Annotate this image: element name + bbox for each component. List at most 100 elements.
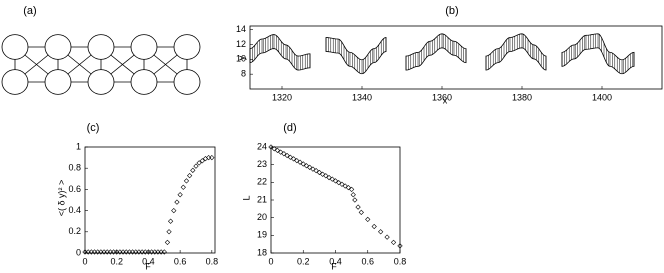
x-tick-label: 1320 bbox=[272, 92, 292, 102]
x-tick-label: 0.4 bbox=[329, 256, 342, 266]
y-tick-label: 22 bbox=[257, 177, 267, 187]
point bbox=[161, 249, 167, 255]
point bbox=[174, 199, 180, 205]
point bbox=[123, 249, 129, 255]
node bbox=[1, 34, 29, 60]
point bbox=[196, 160, 202, 166]
point bbox=[187, 172, 193, 179]
point bbox=[352, 197, 358, 203]
node bbox=[87, 69, 115, 95]
x-tick-label: 0 bbox=[82, 256, 87, 266]
y-tick-label: 20 bbox=[257, 212, 267, 222]
point bbox=[129, 249, 136, 255]
point bbox=[319, 171, 326, 177]
point bbox=[126, 249, 133, 255]
point bbox=[358, 209, 364, 215]
y-tick-label: 14 bbox=[236, 24, 246, 34]
plot-frame bbox=[84, 146, 216, 254]
node bbox=[130, 34, 158, 60]
ribbon-outline bbox=[405, 33, 467, 71]
x-axis-label: x bbox=[443, 95, 448, 105]
y-tick-label: 0 bbox=[76, 247, 81, 257]
point bbox=[297, 159, 303, 165]
point bbox=[350, 192, 356, 198]
point bbox=[177, 192, 183, 198]
x-tick-label: 0.2 bbox=[297, 256, 310, 266]
y-tick-label: 10 bbox=[236, 54, 246, 64]
y-tick-label: 1 bbox=[76, 141, 81, 151]
x-tick-label: 1400 bbox=[592, 92, 612, 102]
point bbox=[136, 249, 142, 255]
network-diagram bbox=[1, 34, 201, 95]
x-tick-label: 0.6 bbox=[361, 256, 374, 266]
y-tick-label: 18 bbox=[257, 247, 267, 257]
y-axis-label: L bbox=[241, 195, 251, 200]
node bbox=[44, 69, 72, 95]
x-tick-label: 0.2 bbox=[110, 256, 123, 266]
point bbox=[85, 249, 91, 255]
x-tick-label: 0.8 bbox=[394, 256, 407, 266]
point bbox=[101, 249, 107, 255]
point bbox=[307, 164, 313, 170]
point bbox=[300, 161, 306, 167]
y-tick-label: 21 bbox=[257, 194, 267, 204]
ribbon-outline bbox=[249, 34, 311, 71]
point bbox=[326, 174, 332, 181]
point bbox=[142, 249, 148, 255]
ribbon-outline bbox=[485, 33, 547, 71]
y-tick-label: 8 bbox=[241, 69, 246, 79]
x-tick-label: 1340 bbox=[352, 92, 372, 102]
point bbox=[355, 204, 361, 210]
x-tick-label: 0 bbox=[268, 256, 273, 266]
point bbox=[199, 158, 205, 164]
y-tick-label: 12 bbox=[236, 39, 246, 49]
x-tick-label: 0.6 bbox=[174, 256, 187, 266]
point bbox=[284, 152, 290, 159]
x-tick-label: 1380 bbox=[512, 92, 532, 102]
point bbox=[183, 178, 190, 184]
point bbox=[323, 173, 329, 179]
point bbox=[365, 216, 371, 223]
point bbox=[171, 207, 177, 214]
point bbox=[268, 144, 274, 150]
x-tick-label: 0.8 bbox=[206, 256, 219, 266]
point bbox=[180, 184, 186, 190]
point bbox=[345, 185, 352, 191]
x-axis-label: F bbox=[145, 261, 151, 271]
y-tick-label: 0.8 bbox=[68, 163, 81, 173]
point bbox=[271, 146, 277, 152]
point bbox=[91, 249, 98, 255]
x-axis-label: F bbox=[331, 261, 337, 271]
point bbox=[107, 249, 113, 255]
panel-label: (d) bbox=[283, 122, 296, 134]
point bbox=[290, 156, 297, 162]
point bbox=[281, 151, 287, 157]
panel-label: (c) bbox=[87, 122, 100, 134]
point bbox=[349, 186, 355, 193]
node bbox=[44, 34, 72, 60]
point bbox=[117, 249, 123, 255]
y-tick-label: 19 bbox=[257, 230, 267, 240]
y-axis-label: <( δ y)² > bbox=[56, 180, 66, 217]
point bbox=[104, 249, 110, 255]
point bbox=[167, 218, 174, 224]
y-tick-label: 0.4 bbox=[68, 205, 81, 215]
ribbon-outline bbox=[325, 37, 387, 75]
ribbon-centerline bbox=[250, 42, 310, 63]
point bbox=[120, 249, 126, 255]
node bbox=[173, 34, 201, 60]
point bbox=[310, 166, 316, 172]
point bbox=[378, 229, 384, 235]
point bbox=[339, 181, 345, 187]
point bbox=[313, 168, 319, 174]
point bbox=[190, 167, 196, 173]
point bbox=[336, 180, 342, 186]
point bbox=[155, 249, 161, 255]
point bbox=[390, 239, 397, 246]
plot-frame bbox=[270, 146, 401, 254]
node bbox=[130, 69, 158, 95]
point bbox=[329, 176, 335, 182]
point bbox=[278, 149, 284, 155]
point bbox=[193, 163, 199, 169]
